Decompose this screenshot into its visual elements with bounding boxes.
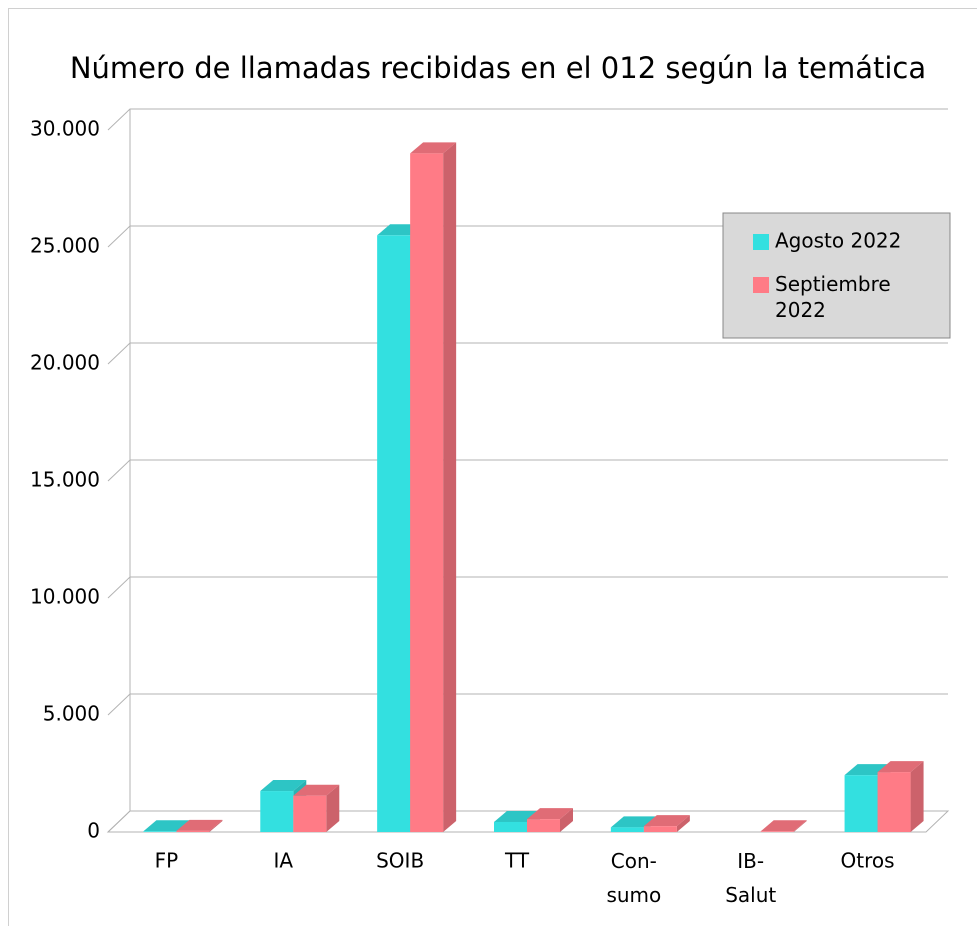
bar-front	[760, 831, 794, 832]
legend-label: Septiembre 2022	[775, 272, 891, 322]
y-tick-label: 30.000	[30, 117, 100, 141]
bar-front	[293, 795, 327, 832]
bar-front	[143, 831, 177, 832]
x-tick-label: IB-Salut	[725, 849, 776, 907]
y-tick-label: 10.000	[30, 585, 100, 609]
grid-line	[107, 810, 948, 833]
bar-front	[410, 153, 444, 832]
grid-line	[107, 576, 948, 599]
bar-side	[793, 820, 807, 832]
bar-top	[610, 816, 657, 828]
grid-line	[107, 693, 948, 716]
chart-border	[8, 8, 977, 926]
bar	[527, 808, 573, 832]
x-tick-label: Otros	[841, 849, 895, 873]
grid-line	[107, 342, 948, 365]
y-tick-label: 15.000	[30, 468, 100, 492]
x-tick-label: FP	[155, 849, 179, 873]
bar-front	[176, 830, 210, 832]
bar-front	[643, 826, 677, 832]
bar-front	[610, 827, 644, 832]
bar-side	[326, 784, 340, 832]
bar-front	[877, 772, 911, 832]
bar-front	[527, 819, 560, 832]
y-tick-label: 25.000	[30, 234, 100, 258]
bar	[877, 761, 924, 832]
bar-top	[143, 820, 190, 832]
legend-box	[722, 212, 951, 339]
bar-top	[293, 784, 340, 796]
bar-front	[377, 235, 411, 833]
bar	[410, 142, 457, 832]
bar-side	[443, 142, 457, 832]
bar-side	[209, 819, 223, 832]
bar	[643, 815, 690, 832]
grid-line	[107, 459, 948, 482]
bar	[176, 819, 223, 832]
y-tick-label: 20.000	[30, 351, 100, 375]
y-tick-label: 0	[87, 819, 100, 843]
x-tick-label: Con-sumo	[606, 849, 661, 907]
bar-front	[844, 775, 878, 832]
bar-side	[560, 808, 573, 832]
legend-swatch	[753, 234, 769, 250]
bar	[293, 784, 340, 832]
bar-front	[494, 821, 527, 832]
bar-top	[527, 808, 573, 820]
chart-title: Número de llamadas recibidas en el 012 s…	[70, 51, 926, 85]
bar-top	[176, 819, 223, 831]
legend-swatch	[753, 277, 769, 293]
x-tick-label: TT	[504, 849, 530, 873]
grid-line	[107, 108, 948, 131]
bar-front	[260, 791, 294, 832]
bar-top	[260, 780, 307, 792]
bar-top	[643, 815, 690, 827]
legend-label: Agosto 2022	[775, 229, 901, 253]
y-tick-label: 5.000	[43, 702, 100, 726]
x-tick-label: SOIB	[376, 849, 424, 873]
x-tick-label: IA	[273, 849, 293, 873]
grid-line	[107, 225, 948, 248]
bar-top	[877, 761, 924, 773]
bar-top	[760, 820, 807, 832]
bar-side	[910, 761, 924, 832]
bar-side	[676, 815, 690, 832]
bar	[760, 820, 807, 832]
bar-top	[410, 142, 457, 154]
